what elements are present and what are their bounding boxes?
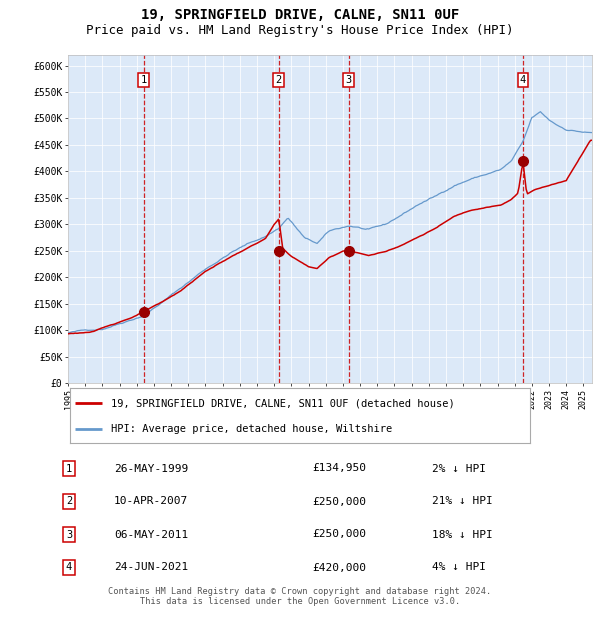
Text: £134,950: £134,950 xyxy=(312,464,366,474)
Text: 3: 3 xyxy=(346,75,352,85)
Text: £420,000: £420,000 xyxy=(312,562,366,572)
Text: 26-MAY-1999: 26-MAY-1999 xyxy=(114,464,188,474)
Text: 24-JUN-2021: 24-JUN-2021 xyxy=(114,562,188,572)
Text: HPI: Average price, detached house, Wiltshire: HPI: Average price, detached house, Wilt… xyxy=(112,424,392,434)
Text: 18% ↓ HPI: 18% ↓ HPI xyxy=(432,529,493,539)
Text: £250,000: £250,000 xyxy=(312,497,366,507)
Text: 21% ↓ HPI: 21% ↓ HPI xyxy=(432,497,493,507)
Text: 4: 4 xyxy=(520,75,526,85)
Text: 19, SPRINGFIELD DRIVE, CALNE, SN11 0UF (detached house): 19, SPRINGFIELD DRIVE, CALNE, SN11 0UF (… xyxy=(112,399,455,409)
Text: 4: 4 xyxy=(66,562,72,572)
Text: 10-APR-2007: 10-APR-2007 xyxy=(114,497,188,507)
Text: 1: 1 xyxy=(140,75,147,85)
Text: Contains HM Land Registry data © Crown copyright and database right 2024.
This d: Contains HM Land Registry data © Crown c… xyxy=(109,587,491,606)
Text: 19, SPRINGFIELD DRIVE, CALNE, SN11 0UF: 19, SPRINGFIELD DRIVE, CALNE, SN11 0UF xyxy=(141,8,459,22)
Text: £250,000: £250,000 xyxy=(312,529,366,539)
Text: 1: 1 xyxy=(66,464,72,474)
Text: 2% ↓ HPI: 2% ↓ HPI xyxy=(432,464,486,474)
Text: 4% ↓ HPI: 4% ↓ HPI xyxy=(432,562,486,572)
Text: 3: 3 xyxy=(66,529,72,539)
Text: 2: 2 xyxy=(275,75,282,85)
Text: 2: 2 xyxy=(66,497,72,507)
Text: 06-MAY-2011: 06-MAY-2011 xyxy=(114,529,188,539)
Text: Price paid vs. HM Land Registry's House Price Index (HPI): Price paid vs. HM Land Registry's House … xyxy=(86,24,514,37)
